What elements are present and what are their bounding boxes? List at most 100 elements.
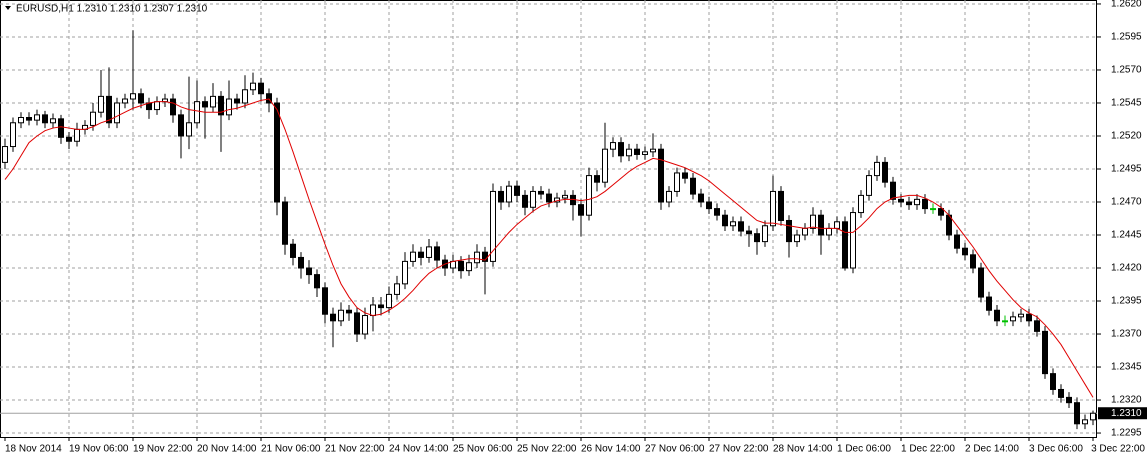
candle-body xyxy=(938,208,944,216)
candle-body xyxy=(714,208,720,216)
candle-body xyxy=(842,221,848,269)
candle-body xyxy=(98,95,104,113)
y-tick-label: 1.2420 xyxy=(1111,263,1142,274)
candle-body xyxy=(1042,330,1048,375)
y-tick-label: 1.2470 xyxy=(1111,197,1142,208)
candle-body xyxy=(282,201,288,245)
candle-body xyxy=(498,190,504,203)
candle-body xyxy=(906,201,912,206)
candle-body xyxy=(826,227,832,236)
candle-body xyxy=(186,122,192,137)
candle-body xyxy=(466,262,472,272)
x-tick-label: 27 Nov 06:00 xyxy=(645,444,705,455)
candle-body xyxy=(66,136,72,142)
candle-body xyxy=(578,204,584,216)
candle-body xyxy=(58,118,64,138)
candle-body xyxy=(306,267,312,276)
candle-body xyxy=(538,190,544,195)
candle-body xyxy=(706,201,712,210)
candle-body xyxy=(530,190,536,208)
candle-body xyxy=(242,89,248,104)
y-tick-label: 1.2595 xyxy=(1111,32,1142,43)
candle-body xyxy=(770,190,776,227)
candle-body xyxy=(122,98,128,104)
candle-body xyxy=(610,142,616,150)
candle-body xyxy=(754,233,760,243)
candle-body xyxy=(1090,412,1096,421)
y-tick-label: 1.2445 xyxy=(1111,230,1142,241)
candle-body xyxy=(738,221,744,232)
candle-body xyxy=(426,246,432,258)
y-tick-label: 1.2620 xyxy=(1111,0,1142,10)
candle-body xyxy=(562,194,568,199)
candle-body xyxy=(50,118,56,124)
candle-body xyxy=(42,114,48,124)
candle-body xyxy=(594,175,600,183)
candle-body xyxy=(1066,396,1072,404)
candle-body xyxy=(890,181,896,200)
candle-body xyxy=(722,214,728,227)
candle-body xyxy=(786,219,792,243)
candle-body xyxy=(922,198,928,210)
x-tick-label: 20 Nov 14:00 xyxy=(197,444,257,455)
candle-body xyxy=(506,185,512,203)
candle-body xyxy=(626,148,632,157)
grid xyxy=(0,0,1097,437)
x-tick-label: 1 Dec 06:00 xyxy=(837,444,891,455)
x-tick-label: 25 Nov 06:00 xyxy=(453,444,513,455)
candle-body xyxy=(170,98,176,116)
candle-body xyxy=(1074,402,1080,425)
candle-body xyxy=(514,185,520,196)
y-tick-label: 1.2545 xyxy=(1111,98,1142,109)
y-tick-label: 1.2345 xyxy=(1111,362,1142,373)
candle-body xyxy=(954,234,960,249)
candle-body xyxy=(866,175,872,196)
y-tick-label: 1.2320 xyxy=(1111,395,1142,406)
candle-body xyxy=(970,254,976,269)
x-tick-label: 27 Nov 22:00 xyxy=(709,444,769,455)
x-tick-label: 18 Nov 2014 xyxy=(5,444,62,455)
candle-body xyxy=(834,221,840,229)
candle-body xyxy=(346,309,352,314)
candle-body xyxy=(410,251,416,262)
candle-body xyxy=(106,95,112,124)
candle-body xyxy=(1050,373,1056,390)
candle-body xyxy=(26,117,32,121)
candle-body xyxy=(794,234,800,243)
candle-body xyxy=(402,260,408,285)
candle-body xyxy=(138,93,144,104)
candle-body xyxy=(474,251,480,264)
candle-body xyxy=(666,190,672,203)
candle-body xyxy=(290,243,296,258)
candle-body xyxy=(634,148,640,155)
candle-body xyxy=(522,194,528,208)
candle-body xyxy=(994,309,1000,322)
candle-body xyxy=(18,117,24,124)
candle-body xyxy=(370,304,376,317)
candle-body xyxy=(850,212,856,269)
candle-body xyxy=(130,93,136,100)
candle-body xyxy=(298,256,304,269)
candle-body xyxy=(274,102,280,203)
candle-body xyxy=(986,296,992,311)
candle-body xyxy=(386,293,392,309)
candle-body xyxy=(682,172,688,179)
last-price-label: 1.2310 xyxy=(1111,408,1142,419)
x-tick-label: 3 Dec 06:00 xyxy=(1029,444,1083,455)
candle-body xyxy=(362,315,368,335)
candle-body xyxy=(698,193,704,203)
x-tick-label: 19 Nov 06:00 xyxy=(69,444,129,455)
candle-body xyxy=(1002,320,1008,323)
candle-body xyxy=(882,161,888,183)
candle-body xyxy=(762,225,768,243)
candle-body xyxy=(658,148,664,203)
candle-body xyxy=(586,175,592,216)
y-tick-label: 1.2570 xyxy=(1111,65,1142,76)
candle-body xyxy=(418,251,424,258)
x-tick-label: 25 Nov 22:00 xyxy=(517,444,577,455)
candle-body xyxy=(330,313,336,322)
x-tick-label: 3 Dec 22:00 xyxy=(1091,444,1145,455)
candle-body xyxy=(434,246,440,261)
candle-body xyxy=(234,98,240,104)
